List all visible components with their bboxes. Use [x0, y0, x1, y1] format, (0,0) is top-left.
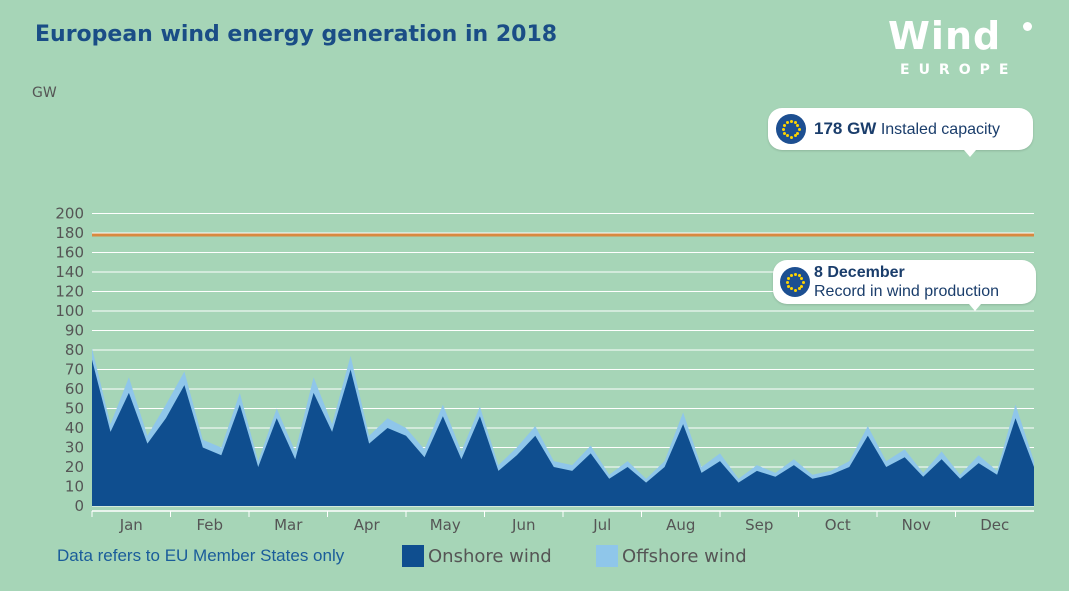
footnote: Data refers to EU Member States only: [57, 546, 345, 565]
y-tick-label: 70: [65, 361, 84, 379]
y-tick-label: 90: [65, 322, 84, 340]
y-tick-label: 60: [65, 380, 84, 398]
x-tick-label: Aug: [666, 516, 695, 534]
x-tick-label: Mar: [274, 516, 303, 534]
eu-star: [786, 276, 790, 280]
logo-dot: [1023, 22, 1032, 31]
capacity-callout: 178 GW Instaled capacity: [768, 108, 1033, 157]
eu-star: [796, 131, 800, 135]
x-tick-label: Sep: [745, 516, 773, 534]
plot-areas: [92, 348, 1034, 506]
eu-star: [785, 280, 789, 284]
callout-pointer: [969, 304, 981, 311]
y-tick-label: 200: [55, 205, 84, 223]
chart-title: European wind energy generation in 2018: [35, 22, 558, 47]
eu-star: [781, 127, 785, 131]
x-tick-label: Nov: [902, 516, 931, 534]
x-tick-label: Jan: [119, 516, 143, 534]
y-tick-label: 40: [65, 419, 84, 437]
eu-star: [786, 284, 790, 288]
eu-star: [797, 287, 801, 291]
eu-star: [785, 134, 789, 138]
y-tick-label: 100: [55, 302, 84, 320]
capacity-text: 178 GW Instaled capacity: [814, 119, 1000, 139]
y-tick-label: 160: [55, 244, 84, 262]
y-tick-label: 10: [65, 478, 84, 496]
legend-onshore: Onshore wind: [402, 544, 552, 568]
legend-label-offshore: Offshore wind: [622, 545, 747, 567]
capacity-label: Instaled capacity: [880, 121, 1000, 138]
eu-star: [782, 123, 786, 127]
eu-star: [789, 135, 793, 139]
eu-star: [782, 131, 786, 135]
logo-subtext: EUROPE: [900, 62, 1018, 78]
record-title: 8 December: [814, 264, 905, 281]
callout-pointer: [964, 150, 976, 157]
windeurope-logo: Wind EUROPE: [888, 14, 1038, 84]
eu-star: [796, 123, 800, 127]
eu-star: [789, 119, 793, 123]
eu-flag-icon: [780, 267, 810, 297]
y-tick-label: 80: [65, 341, 84, 359]
y-tick-label: 20: [65, 458, 84, 476]
record-callout: 8 December Record in wind production: [773, 260, 1036, 311]
x-tick-label: Apr: [354, 516, 381, 534]
y-tick-label: 50: [65, 400, 84, 418]
y-tick-label: 140: [55, 263, 84, 281]
eu-star: [797, 127, 801, 131]
y-tick-label: 120: [55, 283, 84, 301]
legend-offshore: Offshore wind: [596, 544, 747, 568]
capacity-value: 178 GW: [814, 119, 877, 138]
eu-star: [793, 134, 797, 138]
eu-flag-icon: [776, 114, 806, 144]
x-tick-label: Jul: [592, 516, 611, 534]
eu-star: [793, 120, 797, 124]
y-tick-label: 0: [74, 497, 84, 515]
eu-star: [801, 280, 805, 284]
eu-star: [793, 288, 797, 292]
x-tick-label: May: [430, 516, 461, 534]
legend-swatch-onshore: [402, 545, 424, 567]
eu-star: [789, 273, 793, 277]
x-tick-label: Feb: [196, 516, 223, 534]
x-tick-label: Jun: [511, 516, 535, 534]
eu-star: [800, 284, 804, 288]
record-subtitle: Record in wind production: [814, 283, 999, 300]
eu-star: [793, 272, 797, 276]
y-axis-unit: GW: [32, 85, 57, 101]
y-tick-label: 180: [55, 224, 84, 242]
eu-star: [789, 287, 793, 291]
eu-star: [800, 276, 804, 280]
legend-label-onshore: Onshore wind: [428, 545, 552, 567]
y-tick-label: 30: [65, 439, 84, 457]
logo-wordmark: Wind: [888, 14, 1002, 58]
legend-swatch-offshore: [596, 545, 618, 567]
eu-star: [797, 273, 801, 277]
series-area-onshore: [92, 359, 1034, 506]
x-tick-label: Dec: [980, 516, 1009, 534]
eu-star: [785, 120, 789, 124]
x-tick-label: Oct: [825, 516, 851, 534]
